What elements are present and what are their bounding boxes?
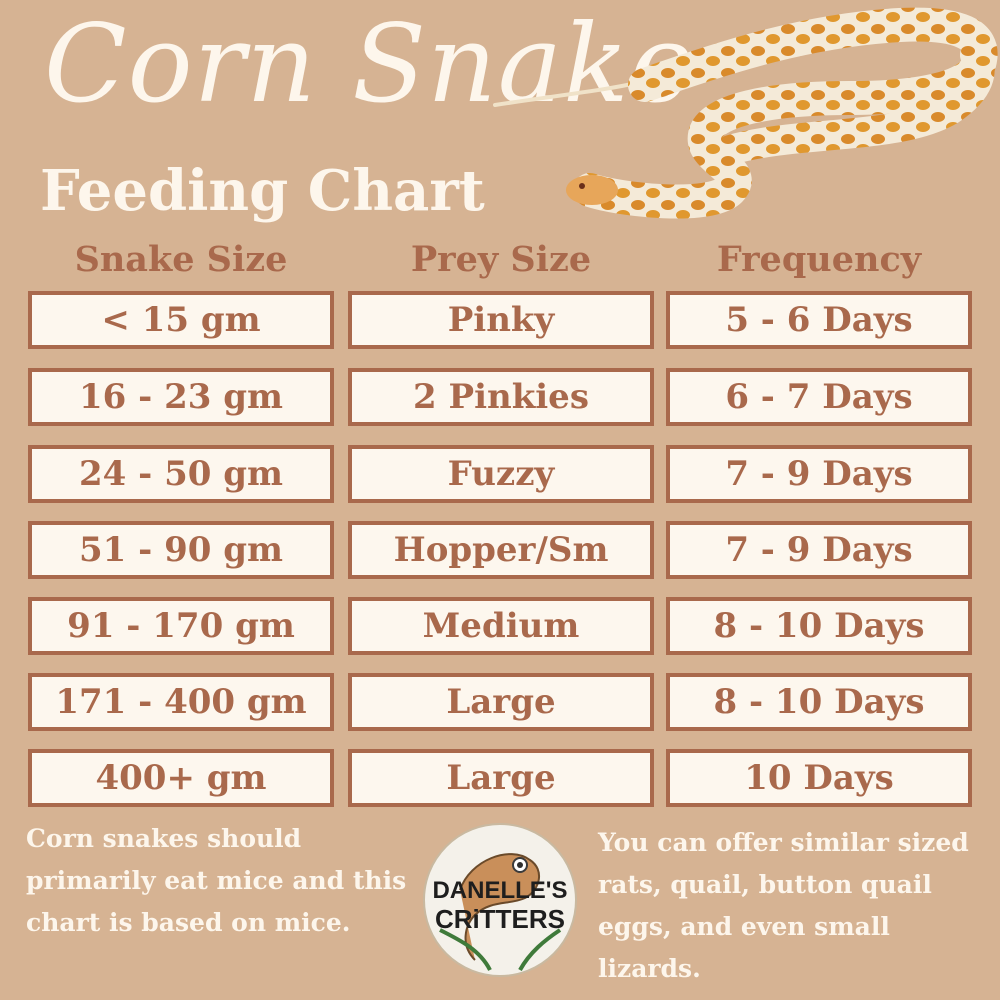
- frequency-cell: 6 - 7 Days: [666, 368, 972, 426]
- prey-size-cell: Medium: [348, 597, 654, 655]
- snake-size-cell: 91 - 170 gm: [28, 597, 334, 655]
- note-right: You can offer similar sized rats, quail,…: [598, 828, 969, 983]
- snake-size-cell: 51 - 90 gm: [28, 521, 334, 579]
- snake-size-cell: 24 - 50 gm: [28, 445, 334, 503]
- column-header-frequency: Frequency: [716, 239, 922, 280]
- frequency-cell: 8 - 10 Days: [666, 673, 972, 731]
- title-sub: Feeding Chart: [40, 158, 485, 224]
- title-main: Corn Snake: [44, 2, 695, 127]
- snake-size-cell: < 15 gm: [28, 291, 334, 349]
- prey-size-cell: 2 Pinkies: [348, 368, 654, 426]
- column-header-prey-size: Prey Size: [410, 239, 592, 280]
- snake-size-cell: 400+ gm: [28, 749, 334, 807]
- frequency-cell: 5 - 6 Days: [666, 291, 972, 349]
- frequency-cell: 7 - 9 Days: [666, 521, 972, 579]
- prey-size-cell: Large: [348, 749, 654, 807]
- logo-text-line1: DANELLE'S: [432, 877, 567, 904]
- prey-size-cell: Hopper/Sm: [348, 521, 654, 579]
- snake-size-cell: 16 - 23 gm: [28, 368, 334, 426]
- logo-text-line2: CRiTTERS: [435, 904, 565, 934]
- frequency-cell: 10 Days: [666, 749, 972, 807]
- note-left: Corn snakes should primarily eat mice an…: [26, 824, 407, 937]
- prey-size-cell: Fuzzy: [348, 445, 654, 503]
- danelles-critters-logo: DANELLE'S CRiTTERS: [423, 823, 577, 977]
- frequency-cell: 8 - 10 Days: [666, 597, 972, 655]
- gecko-icon: [459, 853, 540, 961]
- corn-snake-image: [493, 7, 998, 219]
- column-header-snake-size: Snake Size: [74, 239, 288, 280]
- prey-size-cell: Pinky: [348, 291, 654, 349]
- prey-size-cell: Large: [348, 673, 654, 731]
- frequency-cell: 7 - 9 Days: [666, 445, 972, 503]
- snake-size-cell: 171 - 400 gm: [28, 673, 334, 731]
